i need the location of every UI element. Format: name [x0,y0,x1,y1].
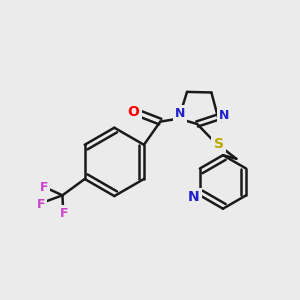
Text: O: O [128,105,140,119]
Text: S: S [214,136,224,151]
Text: F: F [37,198,45,211]
Text: N: N [188,190,200,204]
Text: F: F [60,207,68,220]
Text: N: N [175,107,185,120]
Text: N: N [219,109,229,122]
Text: F: F [40,181,48,194]
